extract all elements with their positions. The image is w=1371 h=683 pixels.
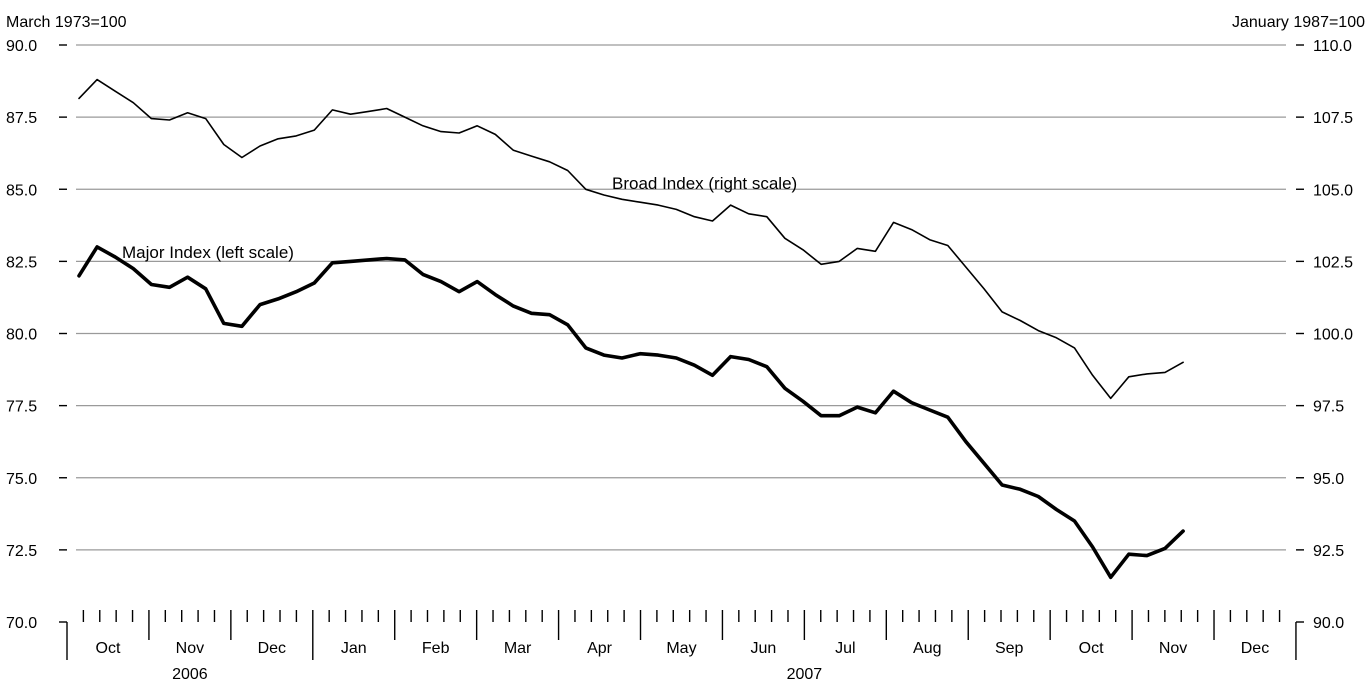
series-lines (77, 78, 1185, 580)
right-tick-label: 97.5 (1313, 399, 1344, 416)
month-label: Oct (96, 640, 121, 657)
major-index-line (77, 245, 1185, 580)
left-tick-label: 90.0 (6, 38, 37, 55)
right-tick-label: 100.0 (1313, 327, 1353, 344)
month-label: Dec (258, 640, 286, 657)
major-index-label: Major Index (left scale) (122, 243, 294, 262)
left-tick-label: 82.5 (6, 254, 37, 271)
right-tick-label: 92.5 (1313, 543, 1344, 560)
month-label: Apr (587, 640, 613, 657)
right-axis-label: January 1987=100 (1232, 14, 1365, 31)
year-label: 2006 (172, 666, 208, 683)
series-labels: Broad Index (right scale) Major Index (le… (122, 174, 797, 262)
month-label: Dec (1241, 640, 1269, 657)
broad-index-line (78, 78, 1184, 400)
left-axis: 70.0 72.5 75.0 77.5 80.0 82.5 85.0 87.5 90.0 (6, 38, 67, 632)
left-tick-label: 85.0 (6, 182, 37, 199)
right-tick-label: 107.5 (1313, 110, 1353, 127)
right-tick-label: 90.0 (1313, 615, 1344, 632)
month-label: Feb (422, 640, 450, 657)
month-label: Jul (835, 640, 855, 657)
left-tick-label: 75.0 (6, 471, 37, 488)
month-label: May (666, 640, 696, 657)
right-tick-label: 110.0 (1313, 38, 1352, 55)
left-tick-label: 70.0 (6, 615, 37, 632)
right-tick-label: 95.0 (1313, 471, 1344, 488)
x-axis: Oct Nov Dec Jan Feb Mar Apr May Jun Jul Aug Sep Oct N… (66, 610, 1297, 683)
left-tick-label: 87.5 (6, 110, 37, 127)
left-tick-label: 72.5 (6, 543, 37, 560)
month-label: Aug (913, 640, 941, 657)
month-label: Nov (1159, 640, 1187, 657)
month-label: Mar (504, 640, 532, 657)
left-tick-label: 80.0 (6, 327, 37, 344)
right-axis: 90.0 92.5 95.0 97.5 100.0 102.5 105.0 107.5 110.… (1296, 38, 1353, 632)
left-axis-label: March 1973=100 (6, 14, 127, 31)
left-tick-label: 77.5 (6, 399, 37, 416)
grid-lines (76, 44, 1286, 551)
month-label: Nov (176, 640, 204, 657)
month-label: Jun (751, 640, 777, 657)
month-label: Oct (1079, 640, 1104, 657)
broad-index-label: Broad Index (right scale) (612, 174, 797, 193)
right-tick-label: 105.0 (1313, 182, 1353, 199)
month-label: Sep (995, 640, 1024, 657)
year-label: 2007 (787, 666, 823, 683)
month-label: Jan (341, 640, 367, 657)
right-tick-label: 102.5 (1313, 254, 1353, 271)
